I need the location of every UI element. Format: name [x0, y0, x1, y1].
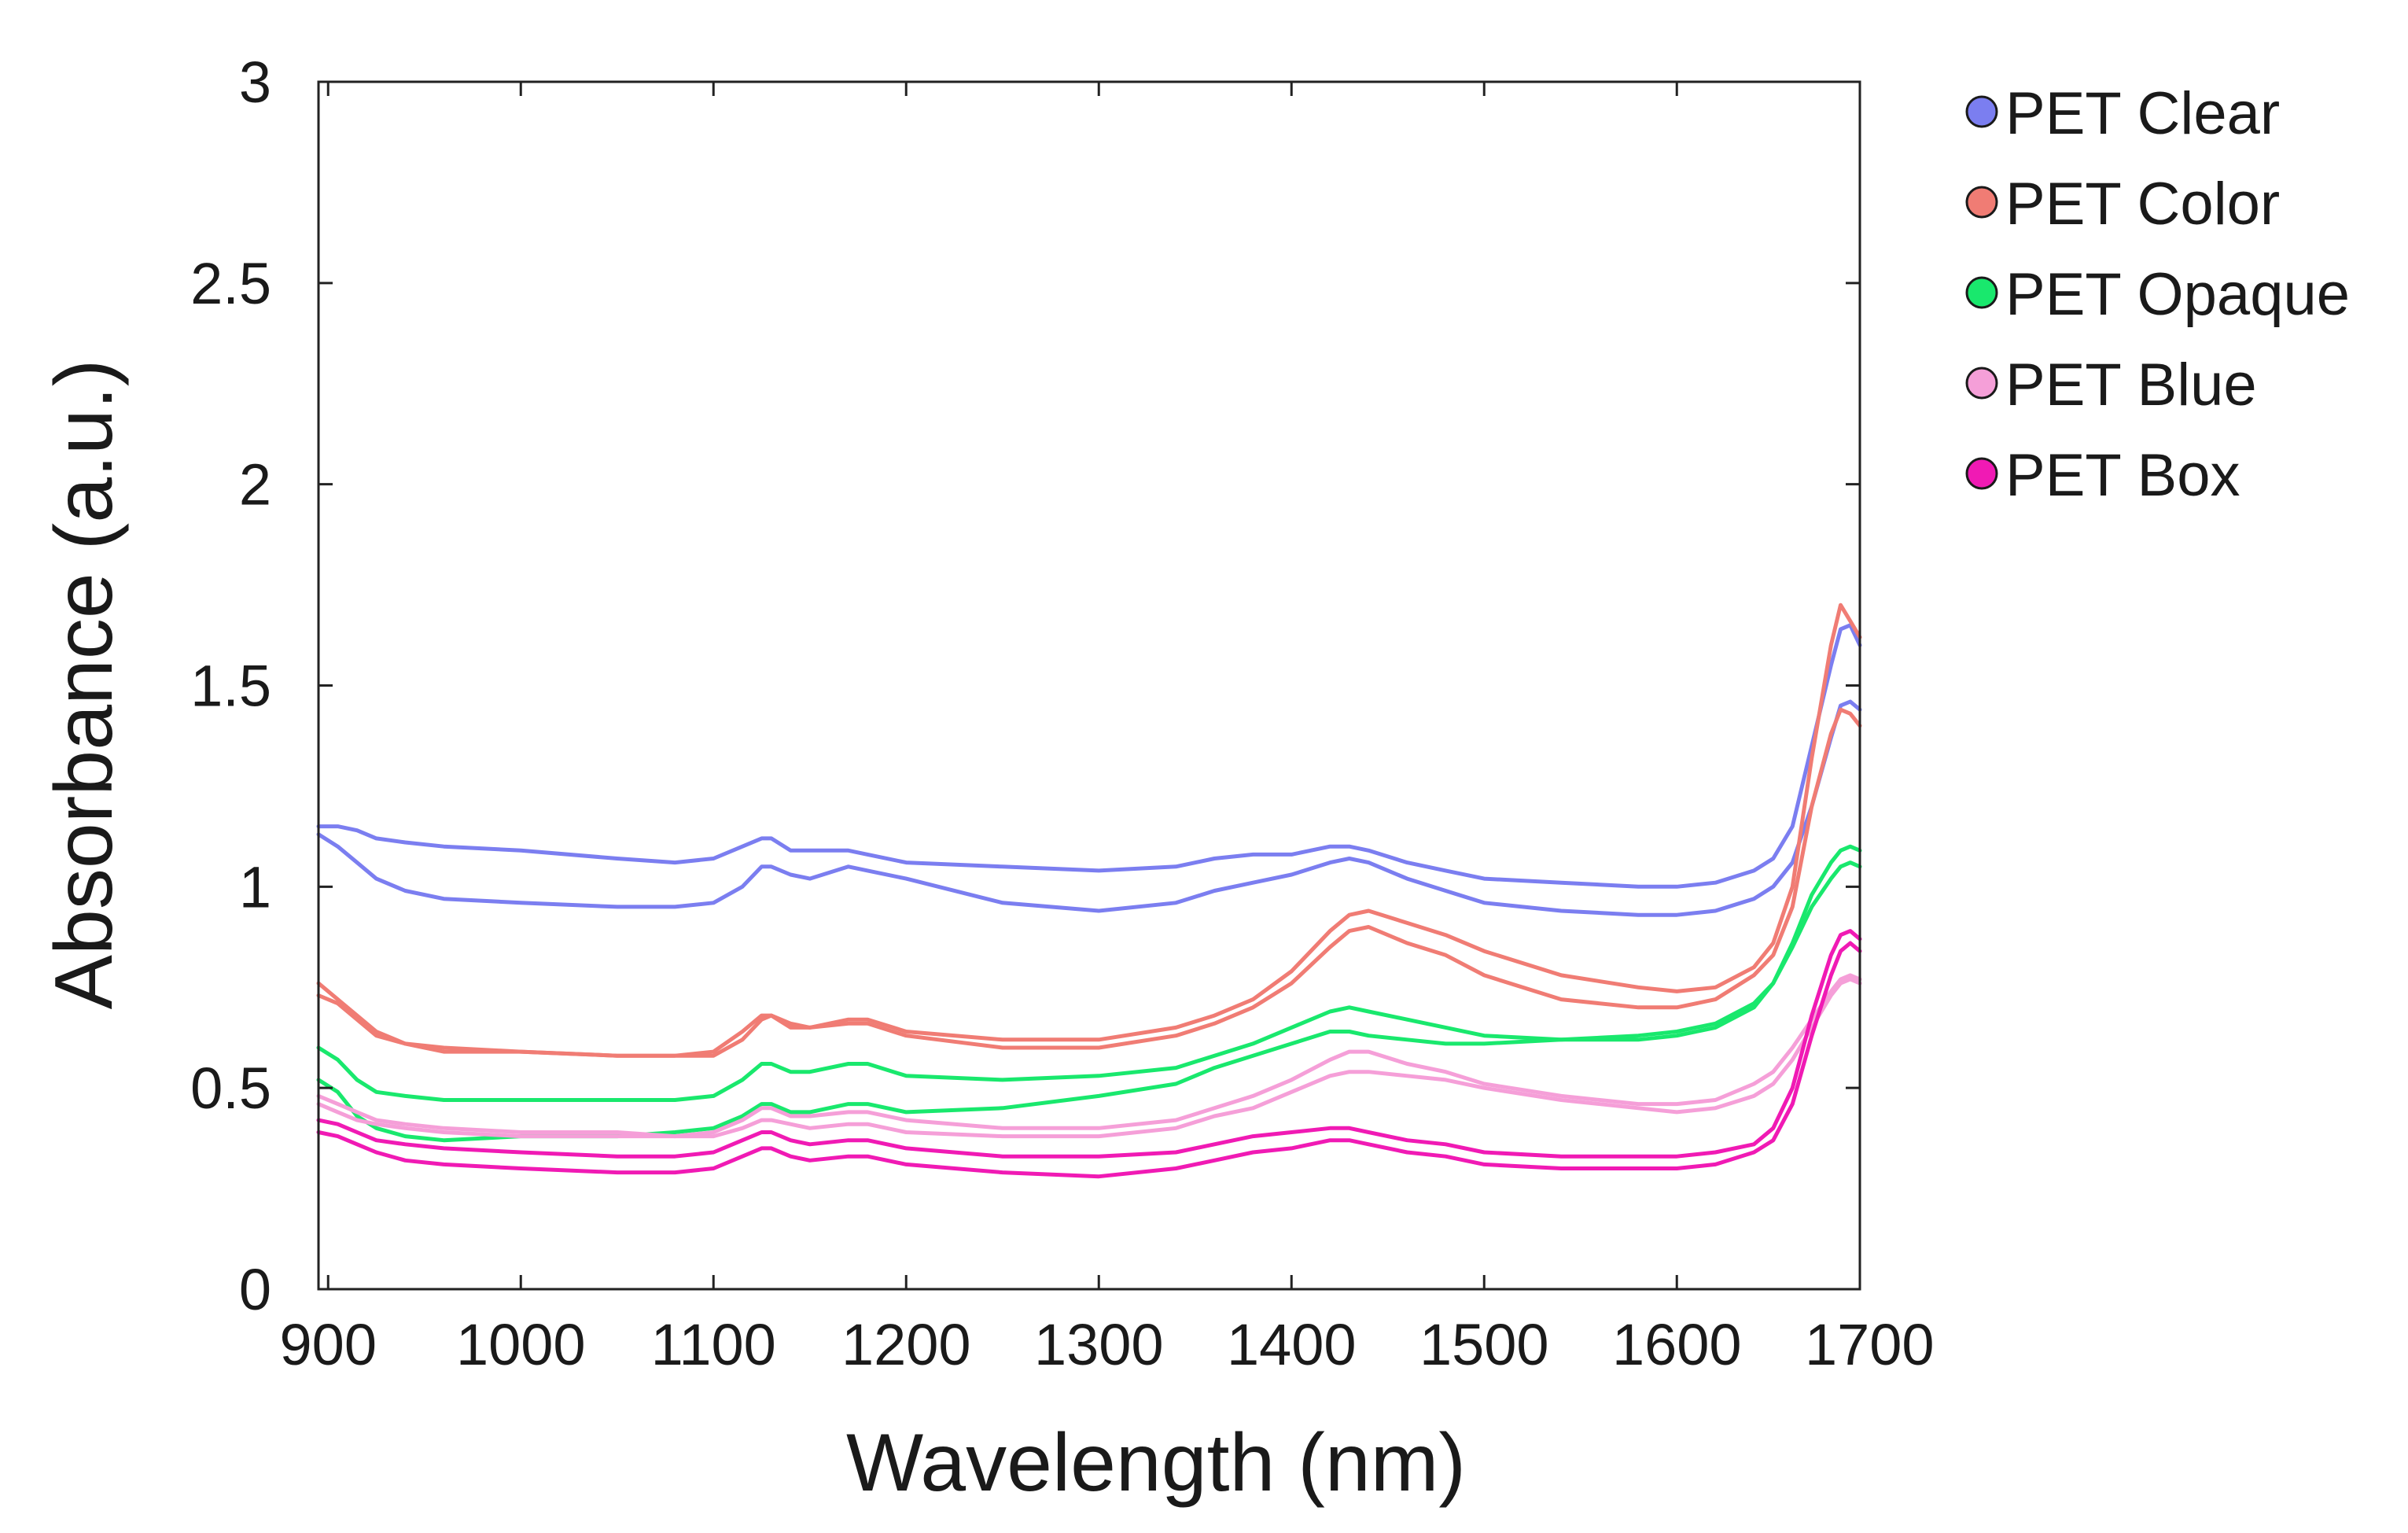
- x-tick-label: 1700: [1805, 1312, 1935, 1377]
- series-line-pet-blue-1: [316, 973, 1862, 1139]
- x-tick-label: 1300: [1034, 1312, 1164, 1377]
- x-tick-label: 1600: [1612, 1312, 1742, 1377]
- legend: PET Clear PET Color PET Opaque PET Blue PET …: [1965, 80, 2350, 509]
- y-tick-label: 3: [239, 50, 271, 115]
- series-line-pet-color-2: [316, 707, 1862, 1058]
- legend-marker: [1965, 95, 1998, 128]
- series-line-pet-clear-2: [316, 699, 1862, 917]
- x-tick-label: 900: [280, 1312, 377, 1377]
- y-tick-label: 1.5: [190, 654, 271, 719]
- series-line-pet-box-2: [316, 941, 1862, 1179]
- x-tick-label: 1100: [651, 1312, 776, 1377]
- legend-label: PET Box: [2005, 442, 2240, 509]
- series-line-pet-clear-1: [316, 623, 1862, 889]
- legend-marker: [1965, 457, 1998, 490]
- legend-label: PET Blue: [2005, 352, 2257, 418]
- legend-marker: [1965, 367, 1998, 400]
- x-tick-label: 1500: [1419, 1312, 1549, 1377]
- x-axis: 900 1000 1100 1200 1300 1400 1500 1600 1700: [280, 82, 1935, 1377]
- series-line-pet-box-1: [316, 929, 1862, 1159]
- series-line-pet-blue-2: [316, 977, 1862, 1139]
- legend-label: PET Clear: [2005, 80, 2280, 147]
- legend-label: PET Opaque: [2005, 261, 2350, 328]
- x-axis-title: Wavelength (nm): [846, 1417, 1466, 1509]
- series-line-pet-opaque-1: [316, 844, 1862, 1102]
- legend-marker: [1965, 276, 1998, 309]
- series-line-pet-color-1: [316, 603, 1862, 1058]
- y-tick-label: 1: [239, 854, 271, 919]
- y-axis-title: Absorbance (a.u.): [39, 359, 130, 1010]
- x-tick-label: 1000: [456, 1312, 586, 1377]
- y-axis: 0 0.5 1 1.5 2 2.5 3: [190, 50, 1860, 1322]
- legend-label: PET Color: [2005, 171, 2280, 238]
- y-tick-label: 0: [239, 1257, 271, 1322]
- y-tick-label: 0.5: [190, 1056, 271, 1121]
- y-tick-label: 2: [239, 452, 271, 518]
- x-tick-label: 1400: [1227, 1312, 1357, 1377]
- series-layer: [316, 603, 1862, 1179]
- legend-marker: [1965, 186, 1998, 219]
- x-tick-label: 1200: [841, 1312, 971, 1377]
- y-tick-label: 2.5: [190, 251, 271, 316]
